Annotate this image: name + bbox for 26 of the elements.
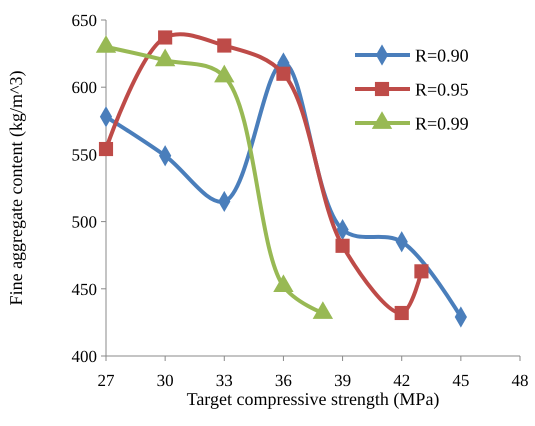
x-tick-label: 30 xyxy=(156,370,174,390)
point xyxy=(336,238,350,253)
legend-label: R=0.90 xyxy=(415,45,469,66)
x-tick-label: 48 xyxy=(512,370,528,390)
x-tick-label: 45 xyxy=(452,370,470,390)
y-tick-label: 600 xyxy=(72,78,97,98)
x-tick-label: 39 xyxy=(334,370,352,390)
legend-label: R=0.99 xyxy=(415,113,469,134)
point xyxy=(276,66,290,81)
x-tick-label: 36 xyxy=(274,370,292,390)
x-tick-label: 27 xyxy=(98,370,115,390)
point xyxy=(217,38,232,53)
point xyxy=(414,264,428,278)
point xyxy=(98,142,114,156)
point xyxy=(158,30,172,45)
y-tick-label: 450 xyxy=(72,280,97,299)
x-axis-title: Target compressive strength (MPa) xyxy=(186,389,440,409)
y-tick-label: 400 xyxy=(72,346,97,366)
y-axis-title: Fine aggregate content (kg/m^3) xyxy=(6,70,26,306)
x-tick-label: 42 xyxy=(393,370,410,390)
legend-label: R=0.95 xyxy=(415,79,469,100)
y-tick-label: 650 xyxy=(72,10,97,30)
point xyxy=(394,306,409,320)
y-tick-label: 550 xyxy=(72,145,97,164)
y-tick-label: 500 xyxy=(72,212,97,232)
x-tick-label: 33 xyxy=(216,370,233,390)
